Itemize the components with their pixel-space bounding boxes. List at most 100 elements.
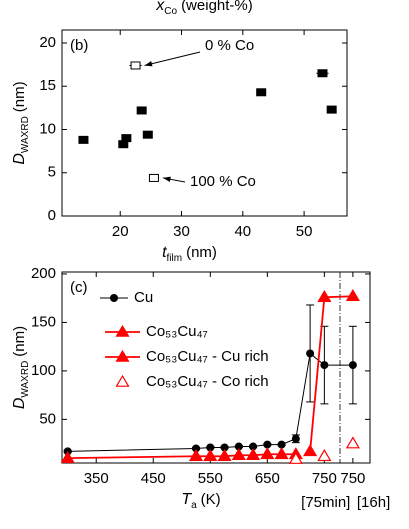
point: [188, 449, 204, 462]
annotation: 100 % Co: [190, 173, 256, 190]
legend-marker: [115, 374, 130, 387]
label-unit: (nm): [11, 326, 28, 357]
label-sub: WAXRD: [20, 116, 31, 153]
point: [303, 444, 318, 457]
point: [260, 447, 275, 460]
point: [288, 451, 303, 464]
legend-label: Cu: [134, 289, 153, 306]
label-unit: (nm): [11, 81, 28, 112]
x-tick-label: 650: [255, 470, 280, 487]
point: [136, 106, 147, 115]
y-tick-label: 0: [48, 207, 56, 224]
point: [345, 289, 360, 302]
point: [256, 88, 267, 97]
x-tick-label: 50: [296, 223, 313, 240]
point: [277, 440, 286, 449]
point: [326, 105, 337, 114]
point: [234, 442, 243, 451]
y-tick-label: 150: [31, 313, 56, 330]
label-unit: (K): [201, 491, 221, 508]
legend-marker: [110, 294, 118, 302]
point: [306, 349, 315, 358]
x-tick-label: 30: [173, 223, 190, 240]
label-main: T: [181, 491, 192, 508]
arrow-head: [162, 176, 171, 182]
x-annotation: [75min]: [301, 494, 350, 511]
x-annotation: [16h]: [357, 494, 390, 511]
point: [317, 290, 332, 303]
point: [274, 447, 289, 460]
x-tick-label: 40: [234, 223, 251, 240]
annotation: 0 % Co: [205, 37, 254, 54]
x-tick-label: 750: [312, 470, 337, 487]
label-main: t: [162, 244, 167, 261]
label-sub: Co: [164, 6, 177, 17]
point: [203, 449, 218, 462]
axis-label-text: DWAXRD (nm): [11, 81, 31, 164]
axis-label: DWAXRD (nm): [11, 326, 31, 409]
arrow-head: [144, 61, 153, 67]
x-tick-label: 20: [112, 223, 129, 240]
axis-label: tfilm (nm): [162, 244, 217, 264]
point: [291, 434, 300, 443]
label-main: D: [11, 153, 28, 165]
panel-label: (c): [70, 279, 88, 296]
point: [121, 134, 132, 143]
point: [249, 442, 258, 451]
y-tick-label: 50: [39, 410, 56, 427]
label-unit: (weight-%): [181, 0, 253, 14]
y-tick-label: 5: [48, 164, 56, 181]
axis-label: Ta (K): [181, 491, 220, 511]
label-sub: a: [191, 500, 197, 511]
point: [192, 444, 201, 453]
plot-frame: [61, 29, 348, 217]
label-sub: WAXRD: [20, 361, 31, 398]
y-tick-label: 15: [39, 77, 56, 94]
x-tick-label: 350: [84, 470, 109, 487]
annotation-arrow: [144, 51, 201, 66]
axis-label-text: tfilm (nm): [162, 244, 217, 264]
x-tick-label: 550: [198, 470, 223, 487]
point: [317, 449, 332, 462]
point: [348, 361, 357, 370]
point: [148, 173, 159, 182]
series-line: [309, 295, 353, 452]
point: [220, 443, 229, 452]
point: [217, 449, 232, 462]
point: [263, 440, 272, 449]
x-tick-label: 750: [340, 470, 365, 487]
axis-label: xCo (weight-%): [155, 0, 252, 17]
label-sub: film: [167, 253, 183, 264]
point: [246, 448, 261, 461]
point: [206, 443, 215, 452]
point: [345, 436, 360, 449]
legend-marker: [115, 349, 130, 362]
point: [317, 69, 328, 78]
y-tick-label: 200: [31, 265, 56, 282]
y-tick-label: 10: [39, 120, 56, 137]
axis-label-text: Ta (K): [181, 491, 220, 511]
point: [231, 448, 246, 461]
point: [60, 450, 75, 463]
label-unit: (nm): [186, 244, 217, 261]
y-tick-label: 20: [39, 34, 56, 51]
point: [78, 135, 89, 144]
legend-label: Co₅₃Cu₄₇: [146, 323, 208, 340]
axis-label-text: xCo (weight-%): [155, 0, 252, 17]
legend-label: Co₅₃Cu₄₇ - Co rich: [146, 373, 269, 390]
label-main: x: [155, 0, 165, 14]
point: [320, 361, 329, 370]
axis-label-text: DWAXRD (nm): [11, 326, 31, 409]
legend-label: Co₅₃Cu₄₇ - Cu rich: [146, 348, 269, 365]
x-tick-label: 450: [141, 470, 166, 487]
axis-label: DWAXRD (nm): [11, 81, 31, 164]
point: [142, 130, 153, 139]
y-tick-label: 100: [31, 362, 56, 379]
point: [130, 61, 141, 70]
legend-marker: [115, 324, 130, 337]
label-main: D: [11, 397, 28, 409]
panel-label: (b): [70, 37, 88, 54]
plot-frame: [61, 271, 371, 464]
